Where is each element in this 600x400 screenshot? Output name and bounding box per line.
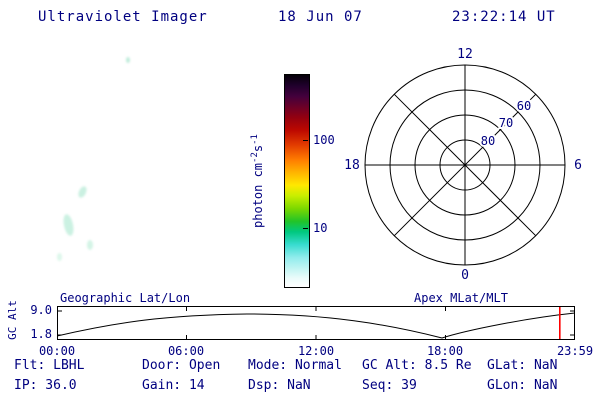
polar-grid [364,64,566,266]
status-ip: IP: 36.0 [14,378,77,393]
colorbar-tick-mark [303,228,308,229]
polar-plot: 12 6 0 18 60 70 80 [344,47,582,283]
current-time-marker [559,307,561,339]
lat-label-60: 60 [517,99,531,113]
mlt-label-12: 12 [457,47,473,62]
colorbar-label-sup-1: -1 [250,134,260,145]
ytick-label-max: 9.0 [30,303,52,317]
axis-ticks [57,306,575,340]
app-title: Ultraviolet Imager [38,9,208,25]
caption-geographic-latlon: Geographic Lat/Lon [60,291,191,305]
xtick-label-1800: 18:00 [426,344,464,358]
colorbar-tick-mark [303,140,308,141]
gc-alt-curve [57,312,575,339]
xtick-label-2359: 23:59 [556,344,594,358]
status-gc-alt: GC Alt: 8.5 Re [362,358,472,373]
emission-blob [126,57,130,63]
colorbar-tick-label-100: 100 [313,133,335,147]
colorbar-gradient [285,75,309,287]
xtick-label-0600: 06:00 [167,344,205,358]
gc-alt-plot [57,306,575,340]
emission-blob [61,213,76,237]
status-seq: Seq: 39 [362,378,417,393]
lat-label-80: 80 [481,134,495,148]
colorbar-label-sup-2: -2 [250,152,260,163]
date-display: 18 Jun 07 [278,9,363,25]
xtick-label-0000: 00:00 [38,344,76,358]
status-glon: GLon: NaN [487,378,558,393]
ytick-label-min: 1.8 [30,327,52,341]
lat-label-70: 70 [499,116,513,130]
status-dsp: Dsp: NaN [248,378,311,393]
emission-blob [87,240,93,250]
emission-blob [57,253,62,261]
mlt-label-18: 18 [344,158,360,173]
mlt-label-6: 6 [574,158,582,173]
status-flt: Flt: LBHL [14,358,85,373]
colorbar-axis-label: photon cm-2s-1 [250,74,265,288]
colorbar-label-prefix: photon cm [251,162,265,228]
status-gain: Gain: 14 [142,378,205,393]
colorbar-tick-label-10: 10 [313,221,328,235]
time-display: 23:22:14 UT [452,9,556,25]
status-glat: GLat: NaN [487,358,558,373]
mlt-label-0: 0 [461,268,469,283]
caption-apex-mlatmlt: Apex MLat/MLT [414,291,508,305]
colorbar-label-mid: s [251,144,265,153]
status-door: Door: Open [142,358,221,373]
xtick-label-1200: 12:00 [297,344,335,358]
emission-blob [76,185,89,199]
status-mode: Mode: Normal [248,358,342,373]
plot-frame [57,306,575,340]
colorbar [284,74,310,288]
gc-alt-axis-label: GC Alt [6,300,19,340]
polar-spoke-diagonal [393,93,537,237]
